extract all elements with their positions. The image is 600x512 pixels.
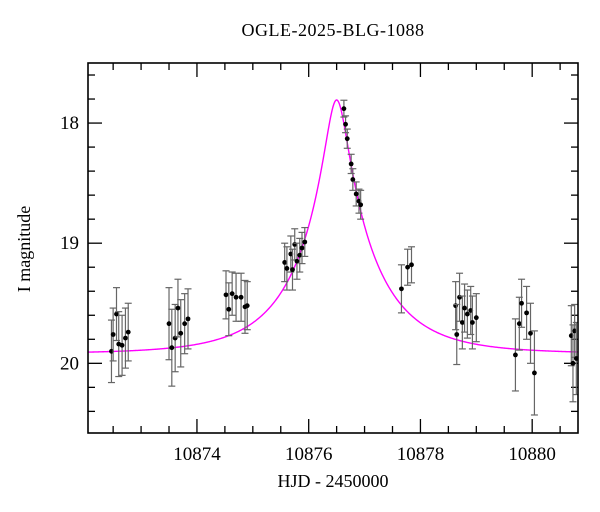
y-tick-label: 18 (60, 113, 79, 134)
data-point (238, 294, 244, 300)
data-point (229, 291, 235, 297)
data-point (353, 191, 359, 197)
data-point (290, 267, 295, 273)
data-point (409, 262, 414, 268)
data-point (344, 136, 350, 142)
tick-labels: 10874 10876 10878 10880 18 19 20 (60, 113, 556, 465)
x-tick-label: 10876 (285, 444, 333, 465)
data-point (123, 335, 128, 341)
data-point (405, 264, 410, 270)
data-point (519, 300, 524, 306)
data-point (470, 320, 475, 325)
data-point (341, 106, 347, 112)
data-point (125, 329, 131, 335)
data-point (350, 177, 356, 182)
x-tick-label: 10874 (173, 444, 221, 465)
data-point (343, 121, 348, 127)
data-point (175, 305, 181, 311)
data-point (462, 305, 467, 311)
x-tick-label: 10878 (397, 444, 445, 465)
plot-frame (87, 62, 579, 434)
data-point (473, 315, 479, 321)
data-point (348, 161, 354, 167)
data-point (524, 310, 529, 316)
data-point (297, 252, 303, 258)
data-point (223, 292, 229, 298)
data-point (459, 320, 465, 325)
data-point (169, 345, 175, 351)
data-point (528, 330, 533, 336)
data-point (178, 330, 184, 336)
data-point (573, 356, 578, 361)
data-point (182, 321, 188, 327)
data-point (244, 303, 250, 309)
x-tick-label: 10880 (508, 444, 556, 465)
data-point (299, 245, 305, 251)
model-curve (88, 99, 578, 353)
data-point (185, 316, 191, 322)
data-point (282, 260, 288, 265)
data-point (302, 239, 308, 245)
y-tick-label: 19 (60, 233, 79, 254)
data-point (233, 294, 239, 300)
data-points (107, 99, 578, 416)
data-point (516, 321, 522, 327)
data-point (166, 321, 172, 327)
data-point (294, 258, 300, 264)
data-point (226, 306, 232, 312)
data-point (570, 360, 576, 366)
data-point (119, 342, 125, 348)
plot-title: OGLE-2025-BLG-1088 (241, 20, 425, 40)
y-tick-label: 20 (60, 353, 79, 374)
data-point (110, 332, 116, 337)
x-axis-label: HJD - 2450000 (277, 471, 389, 491)
data-point (454, 332, 460, 337)
data-point (284, 266, 290, 271)
data-point (399, 286, 404, 292)
data-point (358, 202, 364, 208)
data-point (114, 311, 119, 317)
data-point (464, 311, 470, 317)
axis-ticks (88, 63, 578, 433)
data-point (532, 370, 537, 376)
data-point (513, 352, 518, 358)
